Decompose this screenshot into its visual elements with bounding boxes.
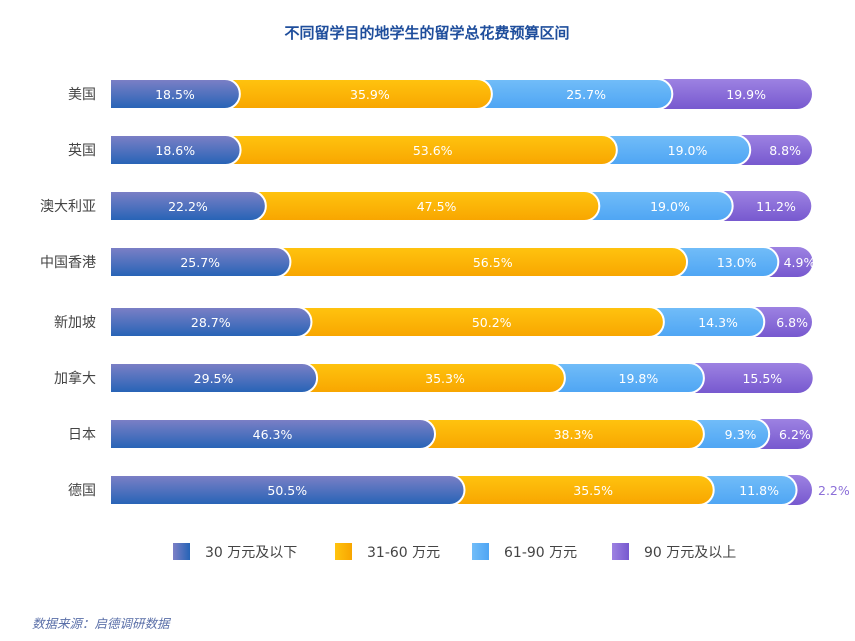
bar-edge xyxy=(109,417,111,451)
bar-segment xyxy=(109,418,436,450)
value-label: 25.7% xyxy=(180,255,220,270)
legend-label: 90 万元及以上 xyxy=(644,545,736,561)
category-label: 美国 xyxy=(68,87,96,103)
legend-swatch xyxy=(612,543,629,560)
value-label: 35.5% xyxy=(573,483,613,498)
category-label: 日本 xyxy=(68,427,96,443)
value-label: 19.9% xyxy=(726,87,766,102)
value-label: 4.9% xyxy=(784,255,816,270)
category-label: 中国香港 xyxy=(40,255,96,271)
bar-segment xyxy=(109,78,241,110)
value-label: 11.8% xyxy=(739,483,779,498)
value-label: 2.2% xyxy=(818,483,850,498)
bar-edge xyxy=(109,361,111,395)
value-label: 50.5% xyxy=(267,483,307,498)
value-label: 29.5% xyxy=(194,371,234,386)
value-label: 6.2% xyxy=(779,427,811,442)
value-label: 35.3% xyxy=(425,371,465,386)
legend-label: 31-60 万元 xyxy=(367,545,440,561)
category-label: 德国 xyxy=(68,483,96,499)
legend-swatch xyxy=(472,543,489,560)
value-label: 28.7% xyxy=(191,315,231,330)
bar-edge xyxy=(109,245,111,279)
legend-swatch xyxy=(173,543,190,560)
value-label: 22.2% xyxy=(168,199,208,214)
value-label: 13.0% xyxy=(717,255,757,270)
value-label: 11.2% xyxy=(756,199,796,214)
bar-edge xyxy=(109,189,111,223)
value-label: 18.5% xyxy=(155,87,195,102)
bar-segment xyxy=(109,474,466,506)
source-note: 数据来源：启德调研数据 xyxy=(32,616,172,631)
value-label: 56.5% xyxy=(473,255,513,270)
bar-edge xyxy=(109,305,111,339)
legend-swatch xyxy=(335,543,352,560)
chart-title: 不同留学目的地学生的留学总花费预算区间 xyxy=(284,24,569,42)
bar-segment xyxy=(109,246,292,278)
value-label: 6.8% xyxy=(776,315,808,330)
value-label: 35.9% xyxy=(350,87,390,102)
value-label: 46.3% xyxy=(253,427,293,442)
value-label: 19.8% xyxy=(619,371,659,386)
bar-edge xyxy=(109,473,111,507)
value-label: 53.6% xyxy=(413,143,453,158)
value-label: 14.3% xyxy=(698,315,738,330)
value-label: 9.3% xyxy=(725,427,757,442)
bar-segment xyxy=(109,134,242,166)
bar-edge xyxy=(109,133,111,167)
value-label: 50.2% xyxy=(472,315,512,330)
value-label: 8.8% xyxy=(769,143,801,158)
value-label: 38.3% xyxy=(554,427,594,442)
value-label: 47.5% xyxy=(417,199,457,214)
value-label: 25.7% xyxy=(566,87,606,102)
value-label: 19.0% xyxy=(650,199,690,214)
legend-label: 30 万元及以下 xyxy=(205,545,297,561)
bar-segment xyxy=(109,306,313,338)
category-label: 澳大利亚 xyxy=(40,199,96,215)
bar-segment xyxy=(109,362,319,394)
category-label: 新加坡 xyxy=(54,315,96,331)
category-label: 加拿大 xyxy=(54,370,96,387)
value-label: 19.0% xyxy=(668,143,708,158)
value-label: 18.6% xyxy=(155,143,195,158)
legend-label: 61-90 万元 xyxy=(504,545,577,561)
bar-segment xyxy=(109,190,267,222)
bar-edge xyxy=(109,77,111,111)
value-label: 15.5% xyxy=(742,371,782,386)
category-label: 英国 xyxy=(68,142,96,159)
